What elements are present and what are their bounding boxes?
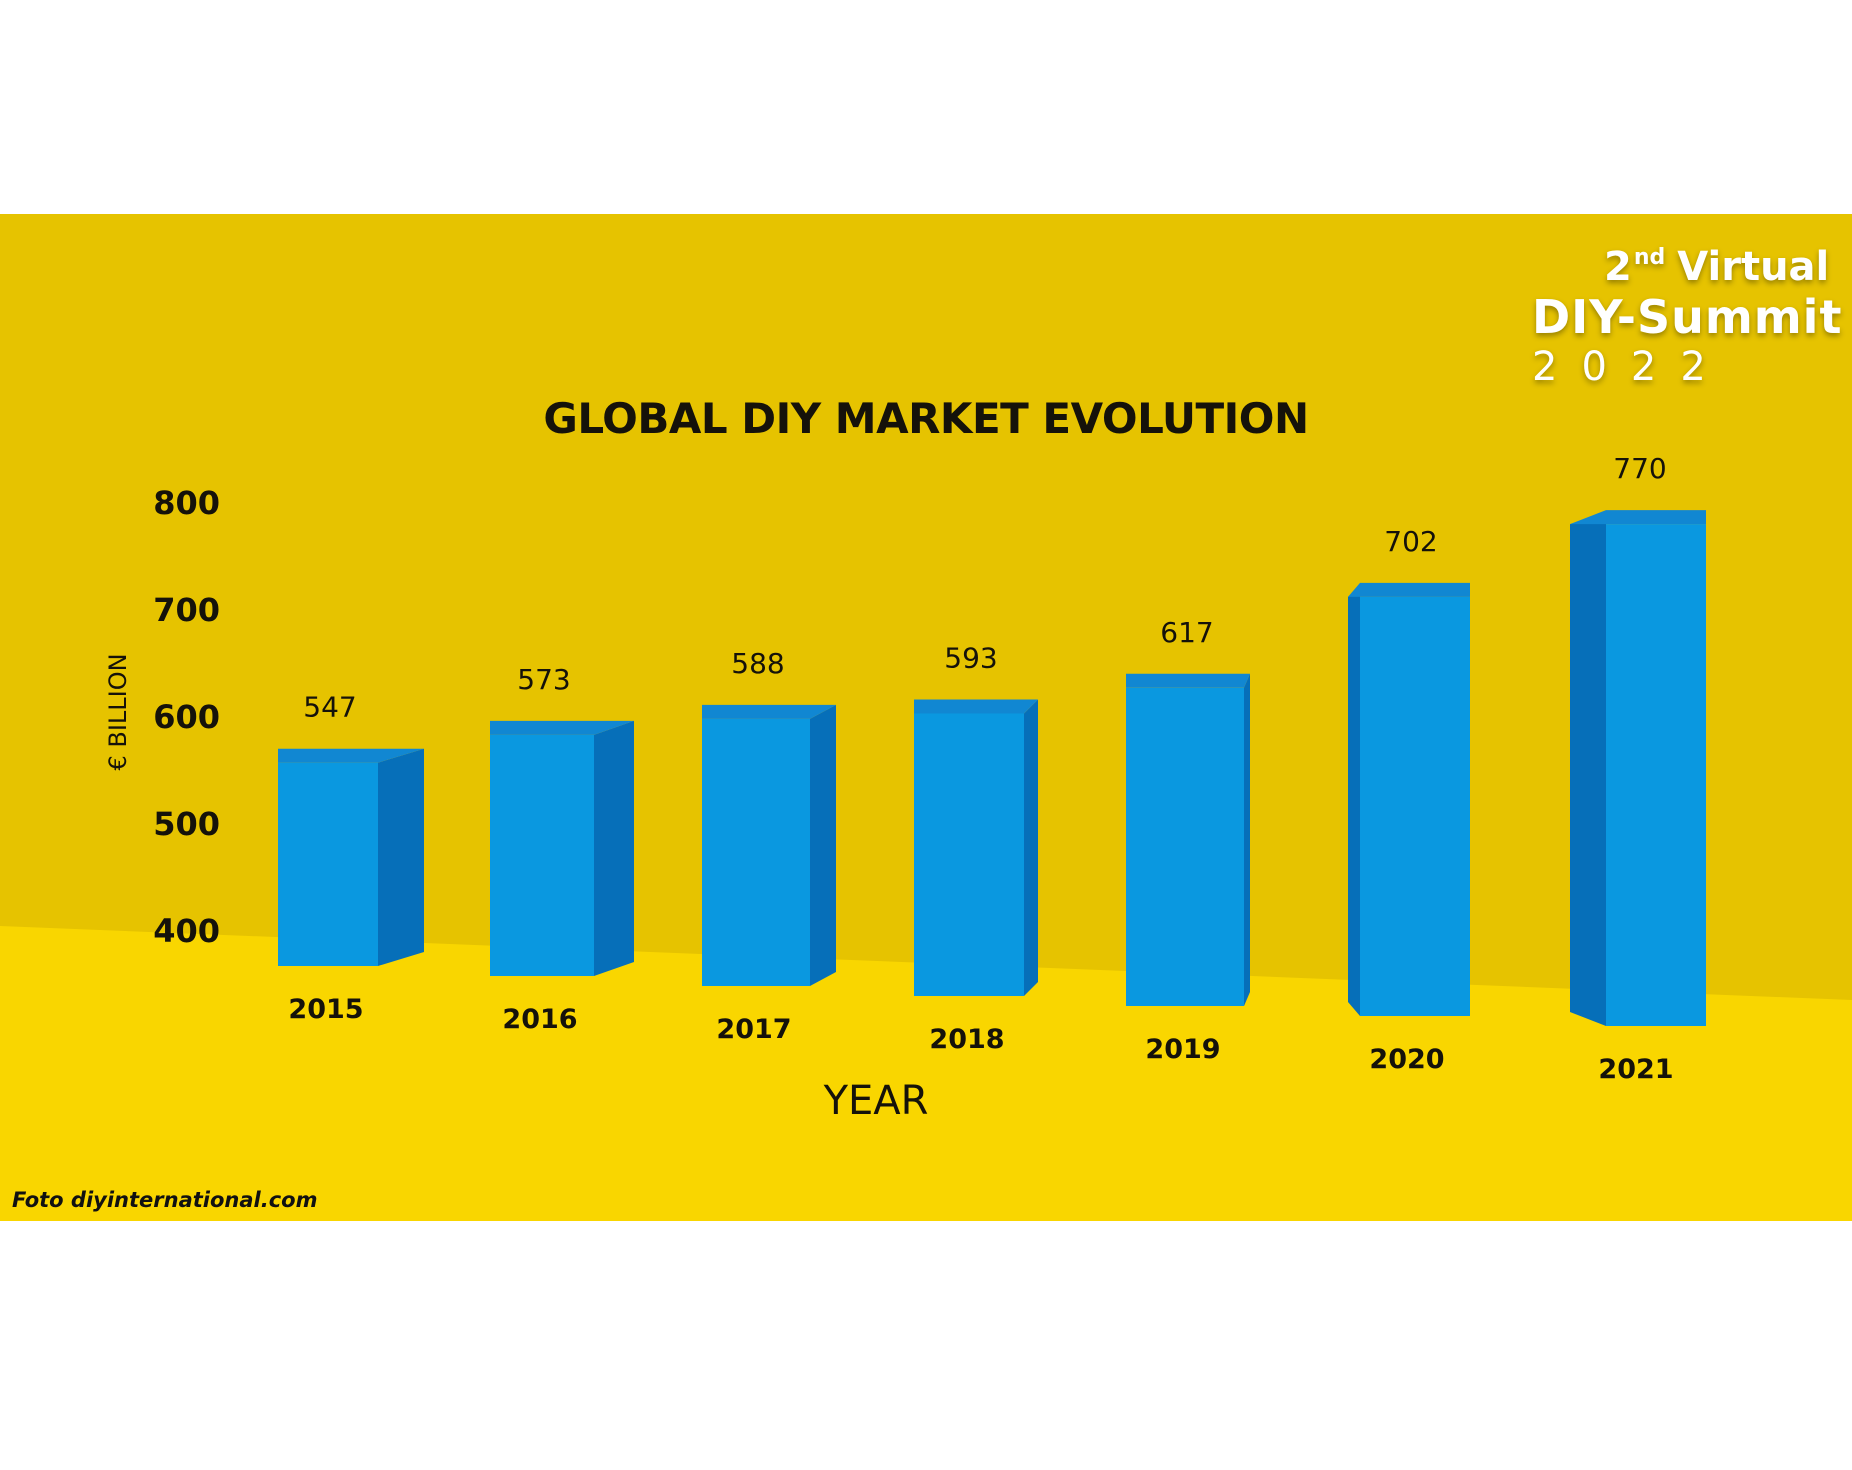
y-tick-label: 500 [153, 805, 220, 843]
bar-side [1024, 699, 1038, 996]
bar-chart: 400 500 600 700 800 € BILLION 547 2015 573 2016 58… [104, 452, 1706, 1124]
chart-title: GLOBAL DIY MARKET EVOLUTION [543, 394, 1309, 443]
bar-top [914, 699, 1038, 714]
x-tick-label: 2018 [929, 1024, 1004, 1055]
bar-side [1244, 673, 1250, 1006]
logo-line-2: DIY-Summit [1532, 290, 1843, 344]
bar-side [810, 704, 836, 986]
chart-panel: 2nd Virtual DIY-Summit 2022 GLOBAL DIY MA… [0, 214, 1852, 1221]
bar [1360, 596, 1470, 1016]
logo-ordinal-suffix: nd [1633, 245, 1666, 270]
bar-top [1348, 582, 1470, 597]
bar-side [378, 748, 424, 966]
bar [278, 762, 378, 966]
bar-value-label: 573 [517, 663, 570, 696]
bar-top [278, 748, 424, 763]
bar-side-left [1570, 514, 1606, 1026]
photo-credit: Foto diyinternational.com [12, 1188, 318, 1212]
event-logo: 2nd Virtual DIY-Summit 2022 [1532, 244, 1852, 390]
bar-value-label: 702 [1384, 525, 1437, 558]
bar-side [594, 720, 634, 976]
y-tick-label: 600 [153, 698, 220, 736]
y-tick-label: 800 [153, 484, 220, 522]
x-tick-label: 2020 [1369, 1044, 1444, 1075]
bar-side-left [1348, 586, 1360, 1016]
bar [490, 734, 594, 976]
logo-word-virtual: Virtual [1677, 244, 1830, 290]
logo-line-3: 2022 [1532, 344, 1730, 390]
bar-top [1570, 510, 1706, 525]
bar [1126, 687, 1244, 1006]
x-tick-label: 2016 [502, 1004, 577, 1035]
bar-top [702, 704, 836, 719]
logo-ordinal: 2 [1604, 244, 1632, 290]
bar [1606, 524, 1706, 1026]
bar [702, 718, 810, 986]
bar-value-label: 617 [1160, 616, 1213, 649]
x-tick-label: 2017 [716, 1014, 791, 1045]
bar-value-label: 588 [731, 647, 784, 680]
x-tick-label: 2019 [1145, 1034, 1220, 1065]
y-tick-label: 400 [153, 912, 220, 950]
bar-top [1126, 673, 1250, 688]
bar [914, 713, 1024, 996]
logo-line-1: 2nd Virtual [1604, 244, 1829, 290]
y-tick-label: 700 [153, 591, 220, 629]
x-tick-label: 2015 [288, 994, 363, 1025]
bar-top [490, 720, 634, 735]
x-tick-label: 2021 [1598, 1054, 1673, 1085]
y-axis-title: € BILLION [104, 653, 132, 770]
bar-value-label: 593 [944, 641, 997, 674]
bar-value-label: 547 [303, 691, 356, 724]
bar-value-label: 770 [1613, 452, 1666, 485]
x-axis-title: YEAR [823, 1078, 929, 1124]
